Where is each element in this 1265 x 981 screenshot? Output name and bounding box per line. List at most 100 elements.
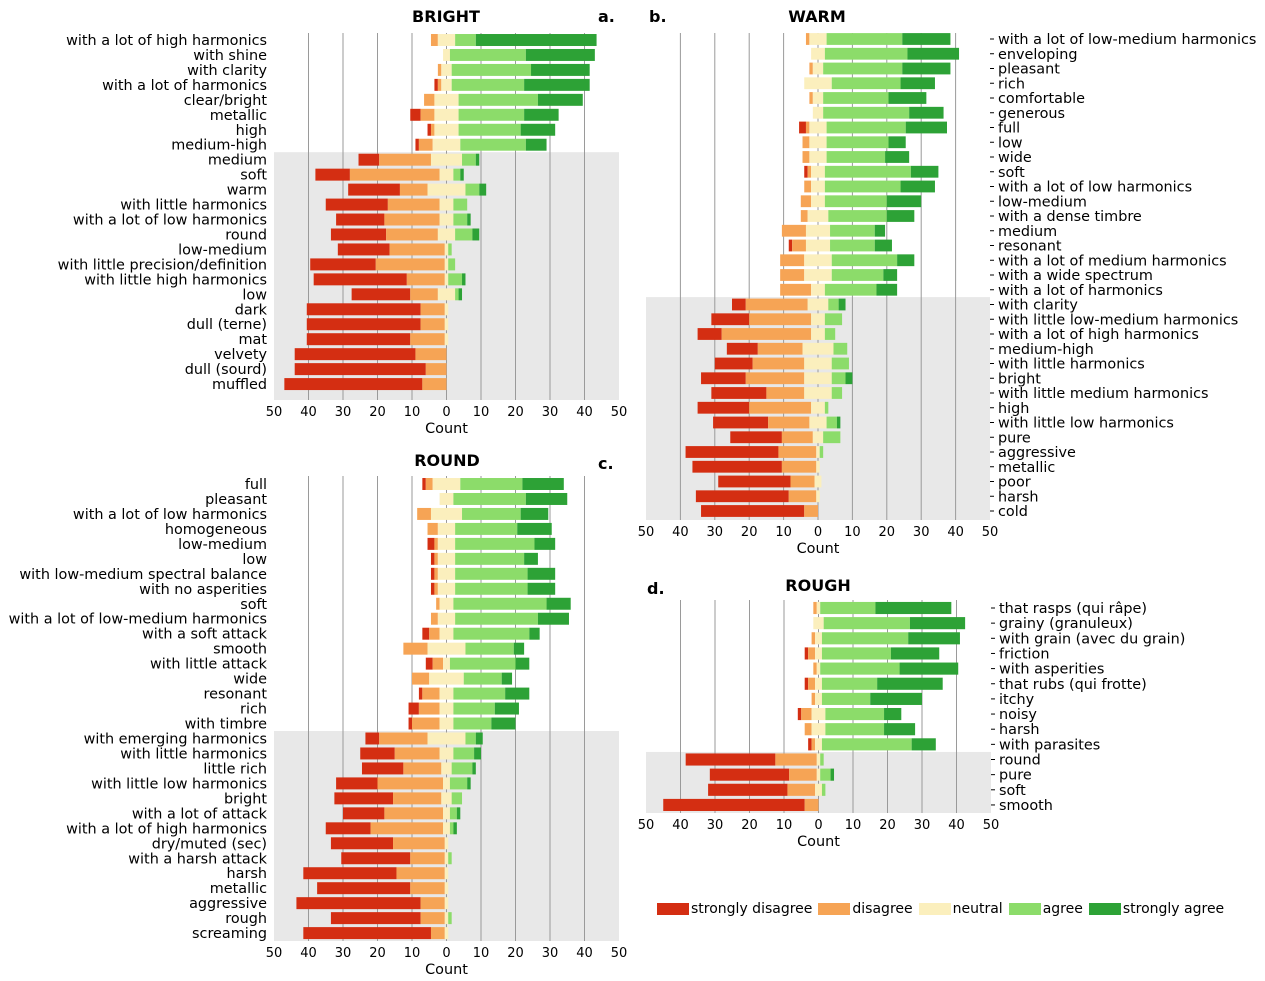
bar-row [334, 792, 463, 805]
category-label: harsh [998, 489, 1038, 505]
bar-segment-agree [448, 852, 452, 865]
category-label: dull (sourd) [185, 362, 267, 378]
panel-title: BRIGHT [412, 7, 480, 26]
category-label: with a lot of harmonics [998, 283, 1163, 299]
x-tick-label: 20 [507, 405, 524, 420]
bar-segment-disagree [813, 662, 817, 675]
bar-segment-strongly-agree [900, 180, 935, 193]
x-tick-label: 30 [335, 946, 352, 961]
bar-row [422, 627, 540, 640]
bar-row [303, 927, 449, 940]
bar-segment-neutral [811, 283, 825, 296]
x-axis-label: Count [425, 962, 468, 978]
category-label: rich [998, 76, 1025, 92]
category-label: round [999, 753, 1041, 769]
bar-segment-agree [453, 747, 475, 760]
category-label: with grain (avec du grain) [999, 631, 1185, 647]
bar-row [306, 333, 449, 346]
bar-segment-disagree [420, 303, 445, 316]
bar-segment-strongly-disagree [663, 798, 805, 812]
bar-segment-neutral [811, 47, 825, 60]
bar-segment-disagree [802, 151, 810, 163]
x-tick-label: 20 [369, 946, 386, 961]
bar-row [418, 687, 530, 700]
bar-segment-strongly-agree [886, 195, 922, 208]
bar-segment-strongly-agree [874, 239, 892, 252]
bar-segment-agree [826, 151, 886, 163]
bar-segment-disagree [377, 777, 444, 790]
bar-segment-disagree [804, 798, 819, 812]
bar-segment-neutral [807, 298, 829, 311]
bar-segment-disagree [434, 537, 438, 550]
bar-segment-neutral [804, 357, 832, 370]
bar-segment-strongly-disagree [296, 897, 421, 910]
category-label: with a lot of low harmonics [73, 213, 267, 229]
x-tick-label: 50 [638, 818, 655, 833]
bar-segment-disagree [394, 747, 440, 760]
bar-row [336, 213, 471, 226]
bar-segment-agree [458, 123, 521, 136]
legend-swatch-strongly-disagree [657, 903, 689, 915]
bar-row [813, 617, 966, 630]
category-label: generous [998, 106, 1065, 122]
x-tick-label: 20 [879, 818, 896, 833]
bar-segment-agree [449, 822, 454, 835]
bar-segment-disagree [804, 180, 812, 193]
bar-segment-disagree [792, 239, 806, 252]
bar-segment-agree [465, 732, 476, 745]
bar-row [813, 662, 959, 675]
x-tick-label: 10 [776, 818, 793, 833]
bar-segment-neutral [816, 601, 821, 615]
bar-segment-neutral [816, 768, 821, 781]
bar-segment-agree [458, 93, 538, 106]
bar-segment-strongly-agree [886, 210, 915, 222]
bar-segment-strongly-disagree [330, 912, 421, 925]
bar-segment-disagree [425, 363, 447, 376]
bar-segment-strongly-agree [877, 677, 943, 690]
bar-segment-agree [821, 783, 826, 796]
category-label: rough [225, 911, 267, 927]
bar-row [425, 657, 530, 670]
bar-segment-strongly-agree [909, 617, 966, 630]
bar-segment-strongly-disagree [799, 121, 806, 134]
bar-segment-agree [821, 738, 912, 751]
bar-segment-neutral [816, 460, 820, 473]
bar-segment-neutral [815, 783, 822, 796]
bar-segment-agree [453, 627, 530, 640]
bar-segment-strongly-agree [458, 288, 463, 301]
bar-segment-strongly-agree [897, 254, 915, 267]
bar-segment-disagree [778, 446, 817, 458]
bar-segment-strongly-agree [885, 151, 910, 163]
bar-segment-strongly-disagree [427, 123, 431, 136]
bar-row [697, 328, 836, 340]
bar-segment-disagree [425, 478, 433, 490]
bar-row [808, 738, 936, 751]
category-label: soft [998, 165, 1025, 181]
bar-segment-agree [448, 273, 463, 286]
bar-row [809, 62, 951, 75]
bar-segment-strongly-disagree [360, 747, 395, 760]
category-label: harsh [999, 722, 1039, 738]
bar-segment-neutral [439, 627, 454, 640]
bar-segment-neutral [444, 897, 449, 910]
bar-segment-neutral [444, 837, 449, 850]
bar-row [361, 762, 476, 775]
bar-segment-strongly-disagree [708, 783, 788, 796]
bar-segment-neutral [812, 92, 824, 104]
bar-segment-disagree [429, 627, 440, 640]
bar-row [351, 288, 463, 301]
category-label: smooth [999, 798, 1053, 814]
bar-segment-strongly-agree [875, 601, 952, 615]
legend-item-neutral: neutral [918, 901, 1003, 917]
bar-segment-strongly-agree [876, 283, 898, 296]
category-label: metallic [998, 460, 1055, 476]
bar-segment-strongly-agree [456, 807, 461, 820]
x-tick-label: 10 [844, 525, 861, 540]
bar-segment-neutral [444, 882, 449, 895]
bar-segment-agree [824, 47, 908, 60]
bar-segment-disagree [410, 333, 445, 346]
bar-segment-disagree [370, 822, 444, 835]
bar-segment-neutral [804, 77, 832, 90]
category-label: grainy (granuleux) [999, 616, 1133, 632]
